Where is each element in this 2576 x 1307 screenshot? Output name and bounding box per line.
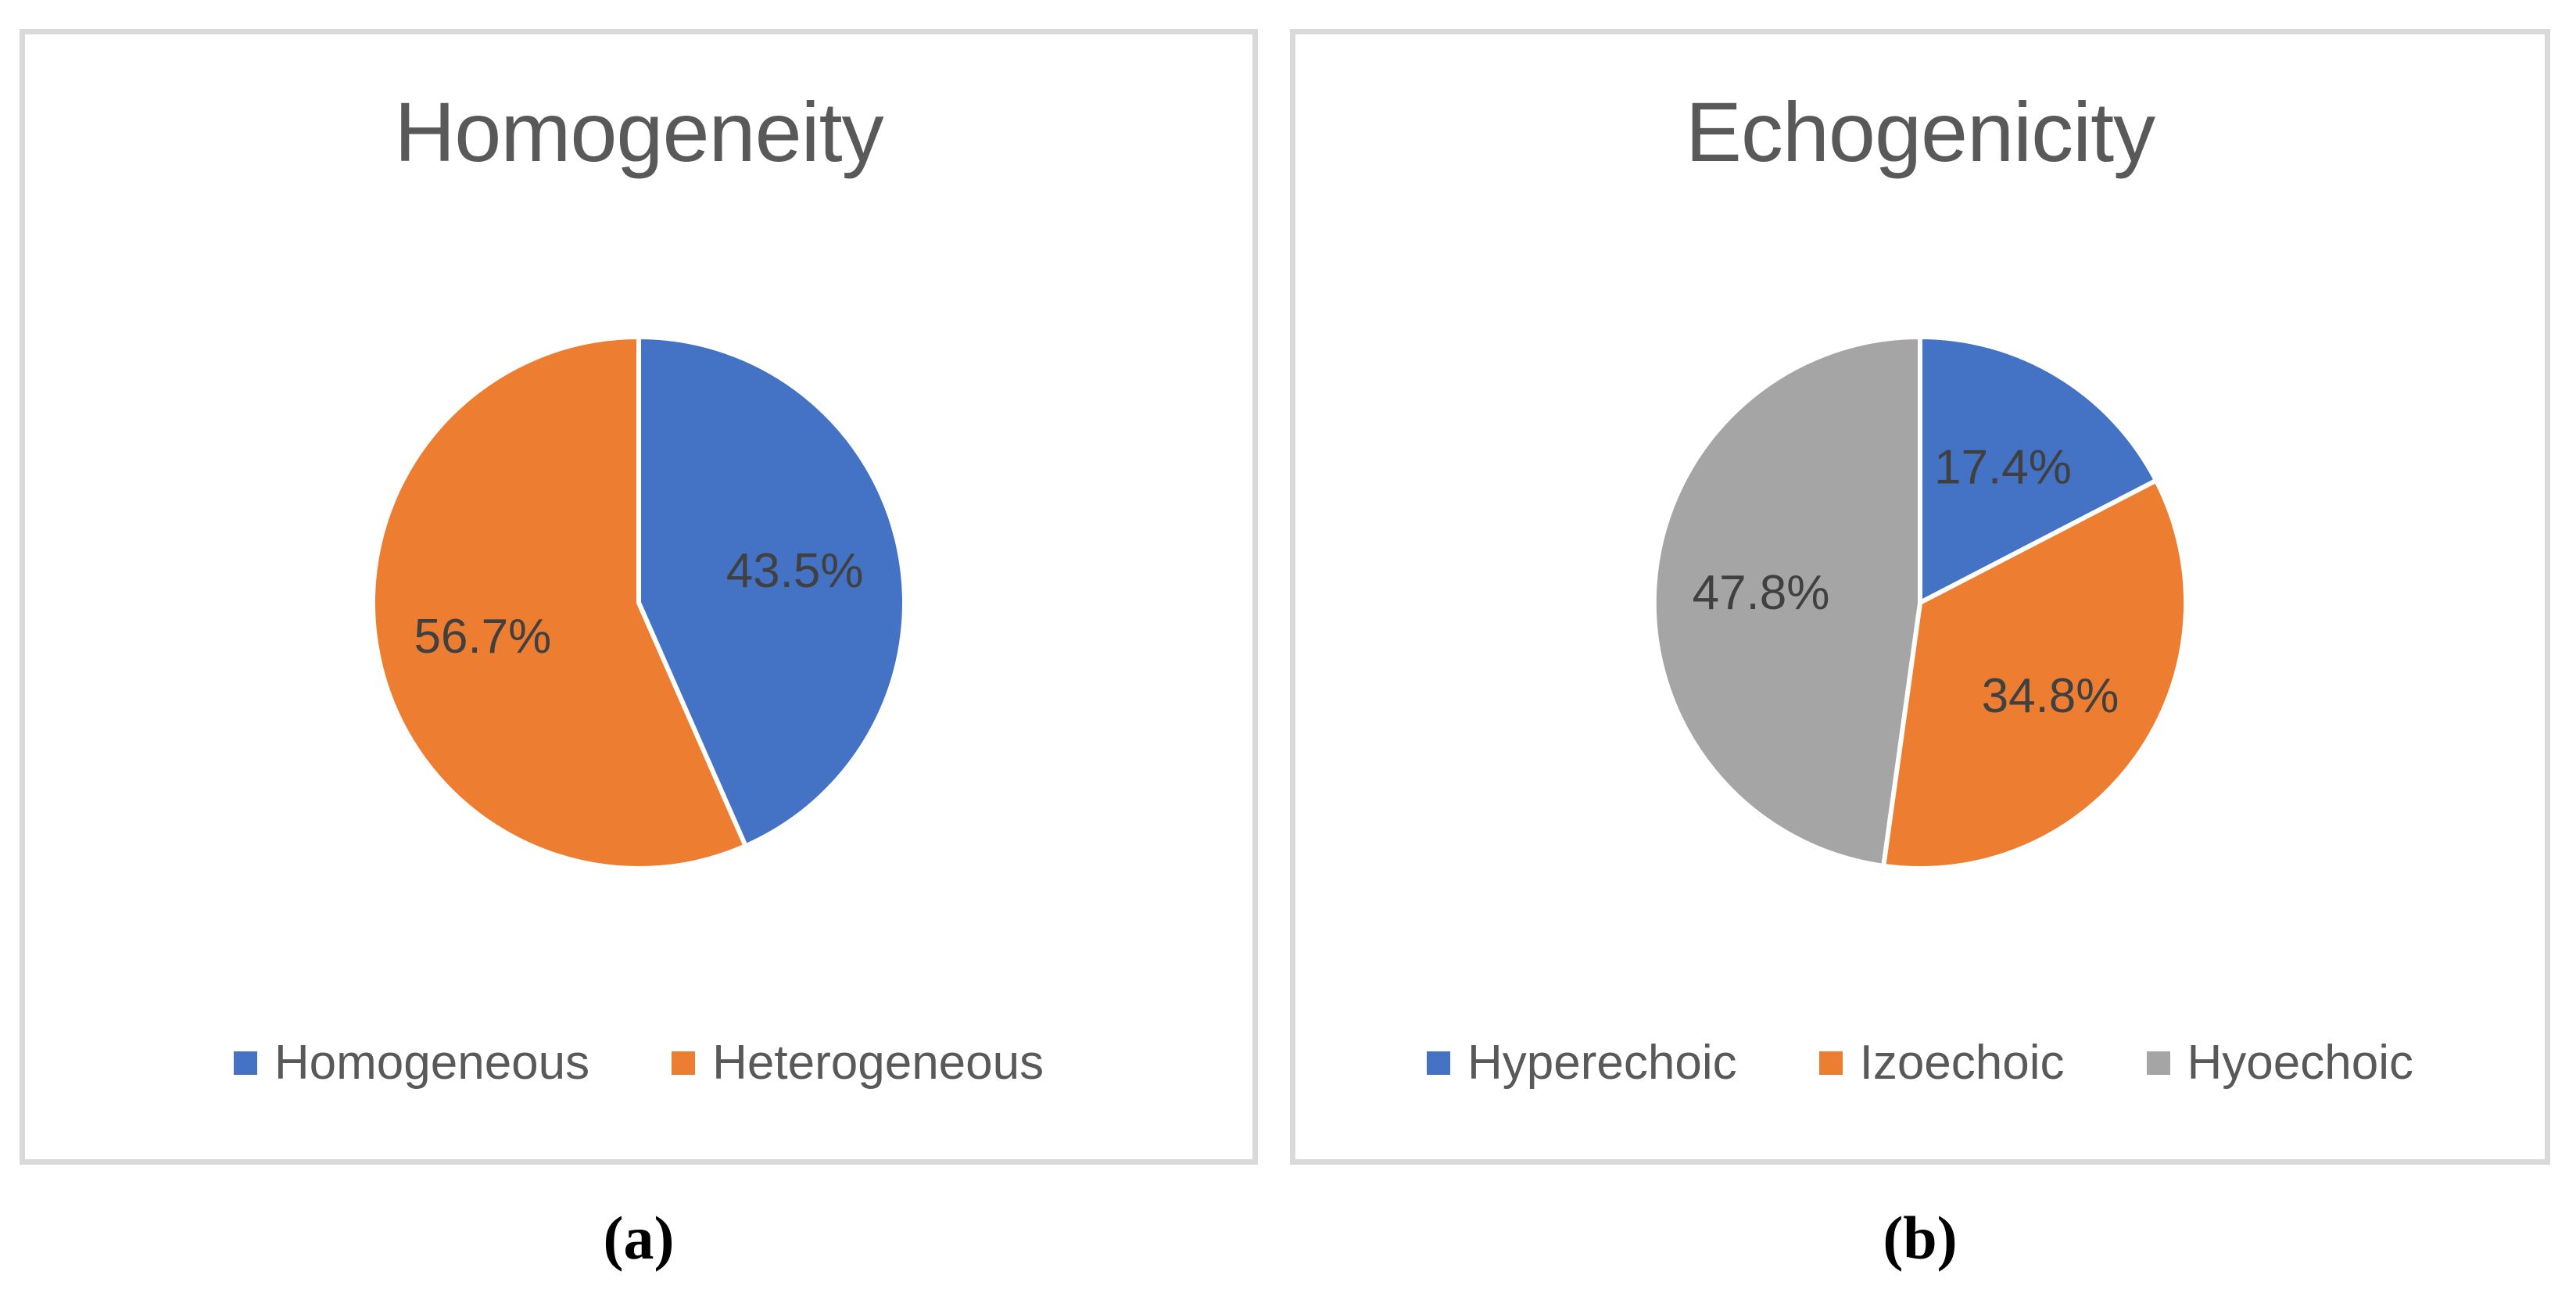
pie-chart-echogenicity: 17.4% 34.8% 47.8% bbox=[1651, 335, 2189, 872]
legend-item-heterogeneous: Heterogeneous bbox=[672, 1035, 1044, 1090]
legend-marker-icon bbox=[233, 1051, 257, 1075]
caption-b: (b) bbox=[1883, 1204, 1958, 1272]
legend-label: Izoechoic bbox=[1859, 1036, 2065, 1090]
legend-label: Hyoechoic bbox=[2187, 1036, 2414, 1090]
legend-item-homogeneous: Homogeneous bbox=[233, 1035, 590, 1090]
legend-homogeneity: Homogeneous Heterogeneous bbox=[25, 1035, 1252, 1090]
chart-title-homogeneity: Homogeneity bbox=[394, 84, 883, 179]
pie-slice-heterogeneous bbox=[370, 335, 748, 871]
legend-item-hyperechoic: Hyperechoic bbox=[1426, 1035, 1737, 1090]
data-label-heterogeneous: 56.7% bbox=[414, 610, 551, 664]
legend-marker-icon bbox=[672, 1051, 696, 1075]
panel-homogeneity: Homogeneity 43.5% 56.7% Homogeneous Hetero… bbox=[20, 29, 1258, 1165]
legend-echogenicity: Hyperechoic Izoechoic Hyoechoic bbox=[1295, 1035, 2545, 1090]
chart-title-echogenicity: Echogenicity bbox=[1685, 84, 2155, 179]
pie-slice-hyperechoic bbox=[1918, 335, 2159, 605]
data-label-izoechoic: 34.8% bbox=[1982, 669, 2119, 723]
legend-label: Homogeneous bbox=[274, 1036, 590, 1090]
pie-slice-homogeneous bbox=[636, 335, 907, 849]
legend-item-hyoechoic: Hyoechoic bbox=[2146, 1035, 2414, 1090]
pie-slice-hyoechoic bbox=[1651, 335, 1922, 868]
data-label-homogeneous: 43.5% bbox=[726, 544, 864, 598]
legend-marker-icon bbox=[2146, 1051, 2170, 1075]
data-label-hyoechoic: 47.8% bbox=[1693, 566, 1830, 620]
data-label-hyperechoic: 17.4% bbox=[1934, 441, 2072, 495]
legend-label: Heterogeneous bbox=[712, 1036, 1044, 1090]
pie-slice-izoechoic bbox=[1881, 478, 2189, 872]
legend-marker-icon bbox=[1818, 1051, 1843, 1075]
panel-echogenicity: Echogenicity 17.4% 34.8% 47.8% Hyperechoic… bbox=[1290, 29, 2550, 1165]
legend-label: Hyperechoic bbox=[1467, 1036, 1737, 1090]
legend-marker-icon bbox=[1426, 1051, 1450, 1075]
legend-item-izoechoic: Izoechoic bbox=[1818, 1035, 2065, 1090]
caption-a: (a) bbox=[603, 1204, 675, 1272]
pie-chart-homogeneity: 43.5% 56.7% bbox=[370, 335, 907, 871]
